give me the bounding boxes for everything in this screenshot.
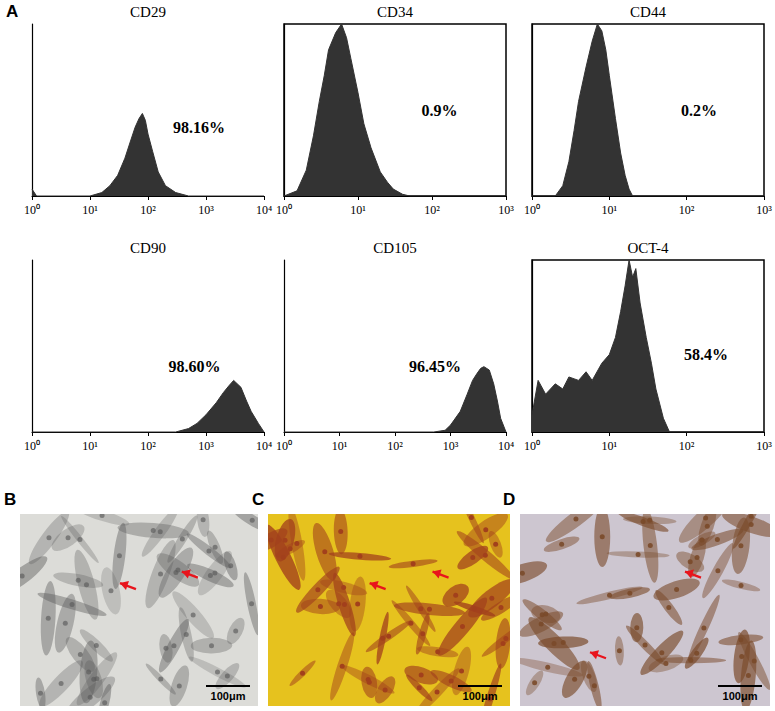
svg-text:10³: 10³ <box>498 203 514 217</box>
svg-text:10²: 10² <box>140 439 156 453</box>
svg-text:10⁴: 10⁴ <box>256 203 272 217</box>
svg-text:10⁰: 10⁰ <box>524 439 540 453</box>
svg-text:10³: 10³ <box>198 203 214 217</box>
svg-text:10⁴: 10⁴ <box>498 439 514 453</box>
svg-text:CD34: CD34 <box>377 4 413 20</box>
svg-text:CD90: CD90 <box>130 240 166 256</box>
svg-text:10⁰: 10⁰ <box>276 203 292 217</box>
svg-text:10²: 10² <box>140 203 156 217</box>
svg-text:10¹: 10¹ <box>602 439 618 453</box>
svg-text:10¹: 10¹ <box>82 203 98 217</box>
svg-text:10⁰: 10⁰ <box>24 439 40 453</box>
html-text:D: D <box>503 490 516 509</box>
html-text:C: C <box>252 490 265 509</box>
svg-text:100μm: 100μm <box>723 690 758 702</box>
svg-text:CD44: CD44 <box>630 4 666 20</box>
svg-text:10⁰: 10⁰ <box>276 439 292 453</box>
svg-text:10²: 10² <box>387 439 403 453</box>
svg-text:OCT-4: OCT-4 <box>627 240 669 256</box>
svg-text:100μm: 100μm <box>463 690 498 702</box>
svg-text:10¹: 10¹ <box>332 439 348 453</box>
svg-text:10³: 10³ <box>198 439 214 453</box>
svg-text:10³: 10³ <box>756 439 772 453</box>
svg-text:0.2%: 0.2% <box>681 102 717 119</box>
svg-text:100μm: 100μm <box>211 690 246 702</box>
svg-text:98.16%: 98.16% <box>173 119 225 136</box>
svg-text:CD29: CD29 <box>130 4 166 20</box>
svg-text:10²: 10² <box>679 203 695 217</box>
svg-text:0.9%: 0.9% <box>421 102 457 119</box>
svg-text:98.60%: 98.60% <box>168 358 220 375</box>
html-text:B: B <box>4 490 17 509</box>
html-text:A: A <box>6 2 19 21</box>
svg-text:96.45%: 96.45% <box>409 358 461 375</box>
svg-text:10²: 10² <box>679 439 695 453</box>
svg-text:10³: 10³ <box>756 203 772 217</box>
svg-text:10²: 10² <box>424 203 440 217</box>
svg-text:10¹: 10¹ <box>82 439 98 453</box>
svg-text:10¹: 10¹ <box>602 203 618 217</box>
svg-text:10⁰: 10⁰ <box>24 203 40 217</box>
svg-text:10⁰: 10⁰ <box>524 203 540 217</box>
svg-text:10³: 10³ <box>443 439 459 453</box>
svg-text:10¹: 10¹ <box>350 203 366 217</box>
svg-text:10⁴: 10⁴ <box>256 439 272 453</box>
svg-text:58.4%: 58.4% <box>684 346 728 363</box>
svg-text:CD105: CD105 <box>373 240 416 256</box>
